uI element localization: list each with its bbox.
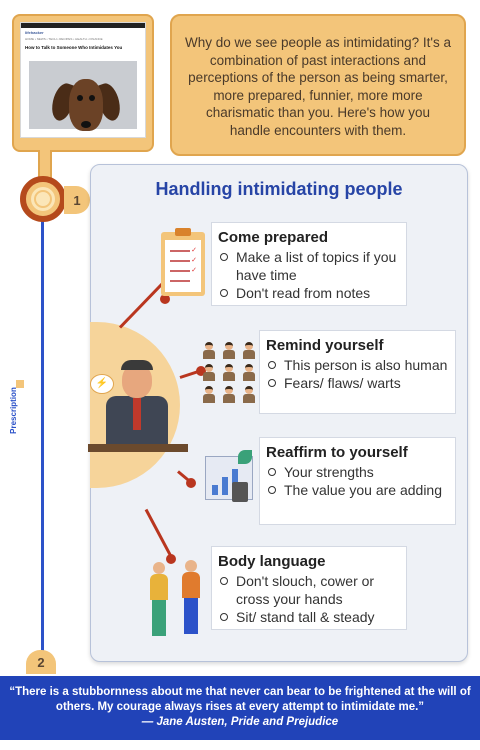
- tip-title: Body language: [218, 553, 326, 570]
- tip-card-come-prepared: Come prepared Make a list of topics if y…: [211, 222, 407, 306]
- tip-list: Don't slouch, cower or cross your hands …: [218, 572, 400, 626]
- person-icon: [202, 342, 216, 360]
- tip-title: Remind yourself: [266, 337, 384, 354]
- connector-node-3: [186, 478, 196, 488]
- checkmark-icon: ✓: [191, 247, 197, 254]
- intro-text: Why do we see people as intimidating? It…: [185, 35, 451, 138]
- man-figure-icon: [180, 560, 202, 636]
- tip-card-remind-yourself: Remind yourself This person is also huma…: [259, 330, 456, 414]
- thumbnail-nav-text: HOME • NEWS • TECH • RECIPES • HEALTH • …: [25, 37, 103, 41]
- tip-item: Fears/ flaws/ warts: [266, 374, 449, 392]
- panel-title: Handling intimidating people: [155, 179, 403, 199]
- thumbnail-headline: How to Talk to Someone Who Intimidates Y…: [25, 45, 123, 50]
- clipboard-line: [170, 280, 190, 282]
- clipboard-line: [170, 260, 190, 262]
- calculator-icon: [232, 482, 248, 502]
- step-1-tab: 1: [64, 186, 90, 214]
- article-thumbnail-card: lifehacker HOME • NEWS • TECH • RECIPES …: [12, 14, 154, 152]
- tip-item: This person is also human: [266, 356, 449, 374]
- plant-icon: [238, 450, 252, 464]
- thumbnail-brand: lifehacker: [25, 30, 44, 35]
- clipboard-clip: [175, 228, 191, 236]
- clipboard-icon: ✓ ✓ ✓: [161, 228, 205, 296]
- timeline-line: [41, 214, 44, 654]
- intimidating-boss-illustration: ⚡: [88, 360, 188, 470]
- connector-node-2: [196, 366, 206, 376]
- person-icon: [222, 364, 236, 382]
- dog-nose: [81, 121, 91, 128]
- tip-item: Your strengths: [266, 463, 449, 481]
- person-icon: [242, 386, 256, 404]
- thumbnail-navbar: [21, 23, 145, 28]
- tip-list: Your strengths The value you are adding: [266, 463, 449, 499]
- tip-title: Come prepared: [218, 229, 329, 246]
- checkmark-icon: ✓: [191, 257, 197, 264]
- connector-node-4: [166, 554, 176, 564]
- person-icon: [242, 342, 256, 360]
- board-bar: [212, 485, 218, 495]
- people-grid-icon: [200, 342, 260, 406]
- boss-hair: [121, 360, 153, 370]
- timeline-dot-core: [36, 192, 50, 206]
- lightning-icon: ⚡: [90, 374, 114, 394]
- clipboard-line: [170, 270, 190, 272]
- tip-list: Make a list of topics if you have time D…: [218, 248, 400, 302]
- article-thumbnail: lifehacker HOME • NEWS • TECH • RECIPES …: [20, 22, 146, 138]
- person-icon: [222, 386, 236, 404]
- timeline-start-dot: [20, 176, 66, 222]
- person-icon: [202, 364, 216, 382]
- quote-author: — Jane Austen, Pride and Prejudice: [141, 716, 339, 728]
- tip-item: Don't read from notes: [218, 284, 400, 302]
- dog-eye-right: [89, 95, 95, 101]
- thumbnail-stem: [38, 150, 52, 180]
- checkmark-icon: ✓: [191, 267, 197, 274]
- person-icon: [202, 386, 216, 404]
- step-2-tab: 2: [26, 650, 56, 674]
- side-label-text: Prescription: [8, 387, 18, 434]
- boss-desk: [88, 444, 188, 452]
- person-icon: [222, 342, 236, 360]
- quote-banner: “There is a stubbornness about me that n…: [0, 676, 480, 740]
- dog-photo: [29, 61, 137, 131]
- tip-item: Don't slouch, cower or cross your hands: [218, 572, 400, 608]
- tip-card-body-language: Body language Don't slouch, cower or cro…: [211, 546, 407, 630]
- clipboard-paper: ✓ ✓ ✓: [165, 240, 201, 292]
- intro-bubble: Why do we see people as intimidating? It…: [170, 14, 466, 156]
- woman-figure-icon: [148, 562, 170, 638]
- person-icon: [242, 364, 256, 382]
- connector-node-1: [160, 294, 170, 304]
- tip-item: Sit/ stand tall & steady: [218, 608, 400, 626]
- tip-card-reaffirm-yourself: Reaffirm to yourself Your strengths The …: [259, 437, 456, 525]
- tip-item: The value you are adding: [266, 481, 449, 499]
- dog-eye-left: [77, 95, 83, 101]
- tip-item: Make a list of topics if you have time: [218, 248, 400, 284]
- side-label-icon: [16, 380, 24, 388]
- tip-list: This person is also human Fears/ flaws/ …: [266, 356, 449, 392]
- quote-text: “There is a stubbornness about me that n…: [9, 686, 471, 713]
- tip-title: Reaffirm to yourself: [266, 444, 408, 461]
- boss-tie: [133, 398, 141, 430]
- side-label: Prescription: [8, 380, 28, 450]
- clipboard-line: [170, 250, 190, 252]
- board-bar: [222, 477, 228, 495]
